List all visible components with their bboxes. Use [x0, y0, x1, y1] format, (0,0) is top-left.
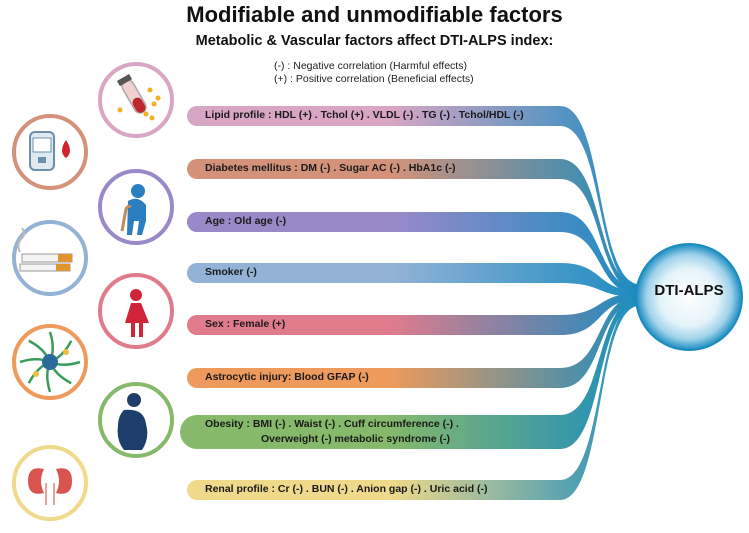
astrocyte-icon [12, 324, 88, 400]
factor-label: Smoker (-) [205, 266, 257, 278]
female-icon [98, 273, 174, 349]
factor-label: Age : Old age (-) [205, 215, 287, 227]
factor-connectors [180, 106, 640, 500]
factor-label-line2: Overweight (-) metabolic syndrome (-) [261, 433, 451, 445]
factor-label: Lipid profile : HDL (+) . Tchol (+) . VL… [205, 109, 524, 121]
factor-label: Obesity : BMI (-) . Waist (-) . Cuff cir… [205, 418, 459, 430]
connector-2 [187, 212, 640, 295]
cigarette-icon [12, 220, 88, 296]
blood-test-tube-icon [98, 62, 174, 138]
diagram-subtitle: Metabolic & Vascular factors affect DTI-… [195, 33, 554, 49]
elderly-person-icon [98, 169, 174, 245]
kidney-icon [12, 445, 88, 521]
legend-positive: (+) : Positive correlation (Beneficial e… [274, 73, 474, 85]
dti-alps-hub [635, 243, 743, 351]
legend: (-) : Negative correlation (Harmful effe… [274, 60, 474, 86]
connector-6 [180, 297, 640, 449]
connector-4 [187, 293, 640, 335]
connector-0 [187, 106, 640, 291]
factor-icons [12, 62, 174, 521]
diagram-title: Modifiable and unmodifiable factors [186, 2, 563, 27]
connector-3 [187, 263, 640, 297]
glucose-meter-icon [12, 114, 88, 190]
connector-1 [187, 159, 640, 293]
hub-label: DTI-ALPS [654, 282, 724, 299]
legend-negative: (-) : Negative correlation (Harmful effe… [274, 60, 467, 72]
factor-label: Astrocytic injury: Blood GFAP (-) [205, 371, 369, 383]
factor-label: Renal profile : Cr (-) . BUN (-) . Anion… [205, 483, 488, 495]
factor-label: Diabetes mellitus : DM (-) . Sugar AC (-… [205, 162, 456, 174]
connector-5 [187, 295, 640, 388]
obese-person-icon [98, 382, 174, 458]
factor-label: Sex : Female (+) [205, 318, 286, 330]
